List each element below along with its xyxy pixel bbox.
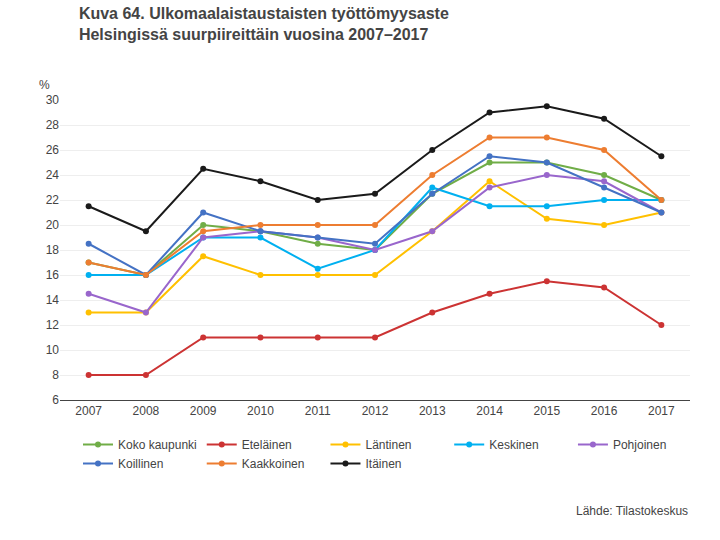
svg-text:14: 14 xyxy=(46,293,60,307)
svg-text:Kaakkoinen: Kaakkoinen xyxy=(242,457,305,471)
svg-text:18: 18 xyxy=(46,243,60,257)
svg-text:26: 26 xyxy=(46,143,60,157)
svg-text:2008: 2008 xyxy=(133,404,160,418)
svg-text:2007: 2007 xyxy=(75,404,102,418)
svg-text:2009: 2009 xyxy=(190,404,217,418)
svg-text:2014: 2014 xyxy=(476,404,503,418)
svg-text:2015: 2015 xyxy=(533,404,560,418)
svg-text:20: 20 xyxy=(46,218,60,232)
svg-text:2011: 2011 xyxy=(305,404,331,418)
svg-text:Itäinen: Itäinen xyxy=(365,457,401,471)
svg-text:Kuva 64. Ulkomaalaistaustaiste: Kuva 64. Ulkomaalaistaustaisten työttömy… xyxy=(79,5,449,43)
svg-text:16: 16 xyxy=(46,268,60,282)
svg-text:Keskinen: Keskinen xyxy=(489,438,538,452)
svg-text:10: 10 xyxy=(46,343,60,357)
svg-text:2012: 2012 xyxy=(362,404,389,418)
svg-text:Lähde: Tilastokeskus: Lähde: Tilastokeskus xyxy=(576,504,688,518)
svg-text:Koillinen: Koillinen xyxy=(118,457,163,471)
svg-text:22: 22 xyxy=(46,193,60,207)
svg-text:Koko kaupunki: Koko kaupunki xyxy=(118,438,197,452)
svg-text:6: 6 xyxy=(52,393,59,407)
svg-text:2017: 2017 xyxy=(648,404,675,418)
svg-text:Pohjoinen: Pohjoinen xyxy=(613,438,666,452)
svg-text:28: 28 xyxy=(46,118,60,132)
svg-text:2013: 2013 xyxy=(419,404,446,418)
svg-text:%: % xyxy=(39,78,50,92)
svg-text:30: 30 xyxy=(46,93,60,107)
svg-text:2016: 2016 xyxy=(591,404,618,418)
svg-text:8: 8 xyxy=(52,368,59,382)
svg-text:Eteläinen: Eteläinen xyxy=(242,438,292,452)
svg-text:24: 24 xyxy=(46,168,60,182)
svg-text:12: 12 xyxy=(46,318,60,332)
svg-text:2010: 2010 xyxy=(247,404,274,418)
svg-text:Läntinen: Läntinen xyxy=(365,438,411,452)
